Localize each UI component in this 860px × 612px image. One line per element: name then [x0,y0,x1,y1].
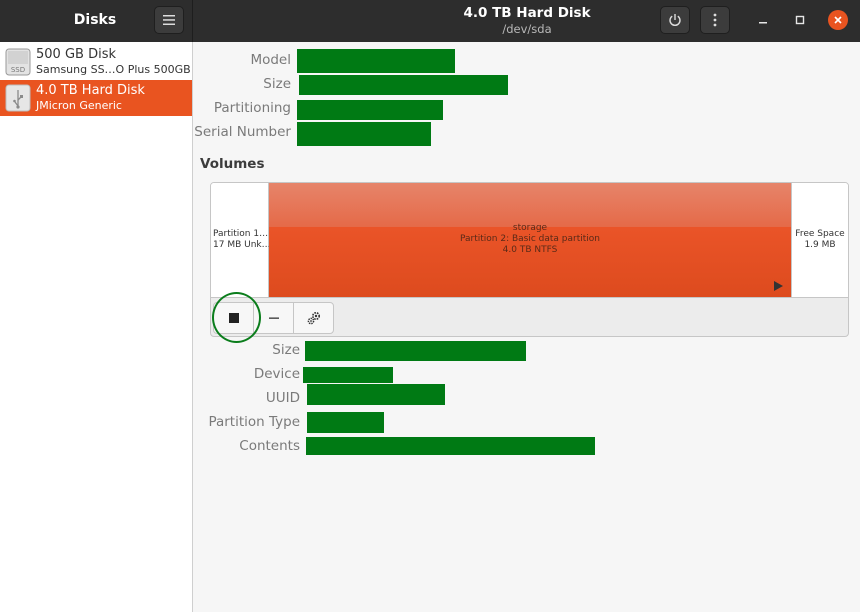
volumes-heading: Volumes [200,156,265,172]
vertical-ellipsis-icon [713,13,717,27]
minimize-icon [759,22,767,24]
sidebar-item-500gb-disk[interactable]: SSD 500 GB Disk Samsung SS…O Plus 500GB [0,44,192,80]
partition-size-label: Size [272,342,300,358]
free-space-block[interactable]: Free Space 1.9 MB [791,183,848,297]
sidebar-item-name: 500 GB Disk [36,47,116,62]
partition-type-label: Partition Type [208,414,300,430]
partition-2-size: 4.0 TB NTFS [502,245,558,255]
disk-title: 4.0 TB Hard Disk [463,5,591,21]
partition-1-name: Partition 1… [213,229,269,239]
minimize-button[interactable] [753,10,773,30]
model-label: Model [250,52,291,68]
sidebar-item-subtitle: JMicron Generic [36,99,122,112]
size-label: Size [263,76,291,92]
window-title: 4.0 TB Hard Disk /dev/sda [400,4,654,36]
ssd-icon-text: SSD [11,66,25,74]
partition-size-value-redacted [305,341,526,361]
partition-2-description: Partition 2: Basic data partition [459,234,600,244]
partition-1-size: 17 MB Unk… [213,240,271,250]
device-label: Device [253,366,300,382]
disk-details-panel: Model Size Partitioning Serial Number Vo… [193,42,860,612]
sidebar-item-name: 4.0 TB Hard Disk [36,83,145,98]
close-icon [834,16,842,24]
partition-2-text: storage Partition 2: Basic data partitio… [269,223,791,256]
uuid-value-redacted [307,384,445,405]
header-divider [192,0,193,42]
maximize-icon [795,15,805,25]
menu-button[interactable] [154,6,184,34]
partition-2-label: storage [512,223,548,233]
sidebar-item-4tb-hard-disk[interactable]: 4.0 TB Hard Disk JMicron Generic [0,80,192,116]
hamburger-menu-icon [163,15,175,25]
app-title: Disks [73,12,117,28]
volumes-graphic: Partition 1… 17 MB Unk… storage Partitio… [210,182,849,337]
sidebar-item-subtitle: Samsung SS…O Plus 500GB [36,63,191,76]
usb-drive-icon [5,84,31,112]
highlight-annotation-circle [212,292,261,343]
disk-list-sidebar: SSD 500 GB Disk Samsung SS…O Plus 500GB … [0,42,193,612]
ssd-icon: SSD [5,48,31,76]
model-value-redacted [297,49,455,73]
serial-number-value-redacted [297,122,431,146]
partition-type-value-redacted [307,412,384,433]
partition-1-block[interactable]: Partition 1… 17 MB Unk… [211,183,271,297]
minus-icon [268,317,279,319]
free-space-size: 1.9 MB [804,240,836,250]
serial-number-label: Serial Number [194,124,291,140]
gears-icon [307,311,320,325]
close-button[interactable] [828,10,848,30]
uuid-label: UUID [265,390,300,406]
partition-2-partition-layer [269,227,791,297]
contents-value-redacted [306,437,595,455]
device-value-redacted [303,367,393,383]
more-options-button[interactable] [700,6,730,34]
partition-2-block[interactable]: storage Partition 2: Basic data partitio… [269,183,791,297]
header-bar: Disks 4.0 TB Hard Disk /dev/sda [0,0,860,42]
free-space-label: Free Space [795,229,845,239]
partitioning-value-redacted [297,100,443,120]
power-off-button[interactable] [660,6,690,34]
play-triangle-icon [774,281,783,291]
partitioning-label: Partitioning [213,100,291,116]
size-value-redacted [299,75,508,95]
maximize-button[interactable] [790,10,810,30]
disk-device-path: /dev/sda [502,22,552,36]
contents-label: Contents [239,438,300,454]
partition-2-filesystem-layer [269,183,791,227]
power-icon [669,14,681,27]
partition-options-button[interactable] [293,302,334,334]
partition-map: Partition 1… 17 MB Unk… storage Partitio… [211,183,848,298]
